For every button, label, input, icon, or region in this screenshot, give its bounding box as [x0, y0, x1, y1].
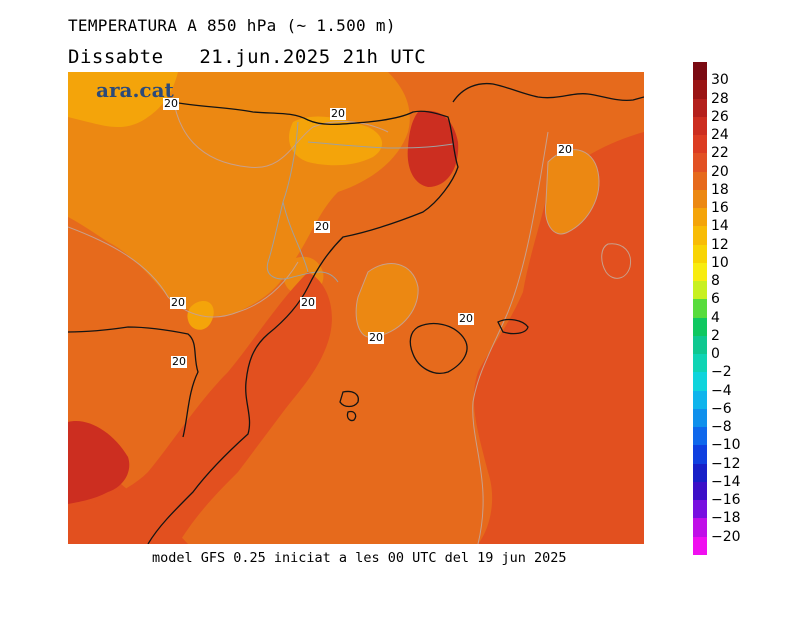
legend-swatch [693, 153, 707, 172]
legend-label: 0 [711, 346, 720, 362]
legend-swatch [693, 536, 707, 555]
legend-label: 20 [711, 163, 729, 180]
legend-label: 22 [711, 145, 729, 162]
legend-label: −18 [711, 510, 741, 527]
legend-swatch [693, 208, 707, 227]
legend-swatch [693, 262, 707, 281]
legend-swatch [693, 390, 707, 409]
coastlines [68, 82, 644, 544]
temperature-band-sardinia [545, 149, 599, 234]
legend-label: 14 [711, 218, 729, 235]
temperature-band-14-16-pyrenees [288, 116, 383, 166]
legend-swatch [693, 226, 707, 245]
legend-swatch [693, 80, 707, 99]
legend-label: 8 [711, 273, 720, 289]
legend-label: −6 [711, 400, 732, 417]
legend-swatch [693, 135, 707, 154]
forecast-datetime: 21.jun.2025 21h UTC [199, 46, 427, 68]
legend-swatch [693, 98, 707, 117]
chart-title: TEMPERATURA A 850 hPa (~ 1.500 m) [68, 16, 396, 35]
legend-label: 26 [711, 108, 729, 125]
legend-swatch [693, 335, 707, 354]
contour-label: 20 [171, 355, 187, 368]
contour-label: 20 [314, 220, 330, 233]
contour-label: 20 [300, 296, 316, 309]
legend-swatch [693, 445, 707, 464]
legend-label: −14 [711, 473, 741, 490]
legend-swatch [693, 481, 707, 500]
map-svg [68, 72, 644, 544]
temperature-band-22-24-north [407, 110, 459, 187]
country-borders [266, 121, 454, 283]
legend-label: 12 [711, 236, 729, 253]
contour-label: 20 [458, 312, 474, 325]
legend-label: −20 [711, 528, 741, 545]
contour-label: 20 [163, 97, 179, 110]
legend-label: 4 [711, 309, 720, 326]
legend-label: 2 [711, 327, 720, 344]
legend-swatch [693, 518, 707, 537]
legend-label: −16 [711, 492, 741, 508]
legend-label: −12 [711, 455, 741, 472]
color-legend: 30 28 26 24 22 20 18 16 14 12 10 8 6 4 2 0 −2 −4 −6 −8 −10 −1… [693, 62, 741, 555]
legend-swatch [693, 281, 707, 300]
temperature-band-14-16 [68, 72, 178, 127]
legend-label: 6 [711, 291, 720, 308]
legend-label: 16 [711, 200, 729, 216]
legend-swatch [693, 463, 707, 482]
legend-swatch [693, 427, 707, 446]
contour-label: 20 [557, 143, 573, 156]
legend-swatch [693, 354, 707, 373]
legend-label: 30 [711, 72, 729, 89]
legend-swatch [693, 244, 707, 263]
legend-swatch [693, 408, 707, 427]
temperature-band-22-24 [68, 421, 130, 504]
legend-swatch [693, 116, 707, 135]
legend-label: −8 [711, 419, 732, 435]
temperature-band-coast [68, 272, 332, 544]
contour-label: 20 [170, 296, 186, 309]
legend-label: 10 [711, 254, 729, 271]
isotherm-lines [68, 96, 632, 544]
legend-label: 28 [711, 90, 729, 107]
legend-swatch [693, 171, 707, 190]
legend-label: −10 [711, 437, 741, 454]
temperature-band-balearic [356, 263, 419, 338]
legend-swatch [693, 62, 707, 81]
legend-label: −2 [711, 364, 732, 381]
ara-cat-logo: ara.cat [96, 78, 174, 102]
legend-swatch [693, 299, 707, 318]
contour-label: 20 [330, 107, 346, 120]
legend-swatch [693, 372, 707, 391]
legend-label: −4 [711, 382, 732, 399]
legend-label: 18 [711, 181, 729, 198]
model-info: model GFS 0.25 iniciat a les 00 UTC del … [152, 550, 567, 566]
contour-label: 20 [368, 331, 384, 344]
legend-swatch [693, 500, 707, 519]
legend-label: 24 [711, 127, 729, 143]
legend-swatch [693, 317, 707, 336]
chart-subtitle: Dissabte 21.jun.2025 21h UTC [68, 46, 426, 68]
legend-swatch [693, 189, 707, 208]
temperature-map [68, 72, 644, 544]
forecast-day: Dissabte [68, 46, 164, 68]
